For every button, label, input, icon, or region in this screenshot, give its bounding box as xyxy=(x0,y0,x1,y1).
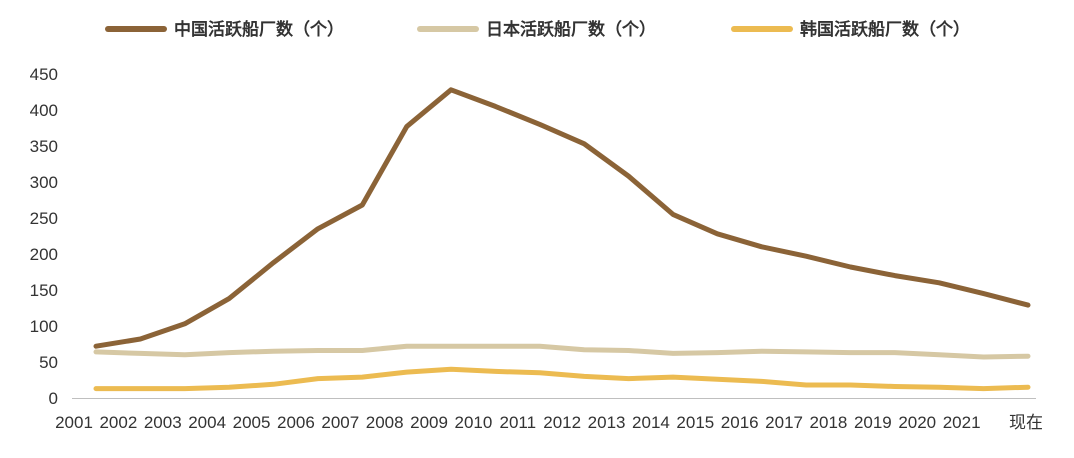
legend-label: 日本活跃船厂数（个） xyxy=(486,19,656,40)
x-tick-label: 2018 xyxy=(810,413,848,432)
x-tick-label: 2020 xyxy=(898,413,936,432)
x-tick-label: 2002 xyxy=(99,413,137,432)
legend-label: 中国活跃船厂数（个） xyxy=(174,19,344,40)
series-line-2 xyxy=(93,343,1031,360)
y-tick-label: 300 xyxy=(30,173,58,192)
x-tick-label: 2003 xyxy=(144,413,182,432)
x-tick-label: 2010 xyxy=(455,413,493,432)
y-tick-label: 400 xyxy=(30,101,58,120)
y-axis: 0 50 100 150 200 250 300 350 400 450 xyxy=(30,65,58,408)
y-tick-label: 0 xyxy=(49,389,58,408)
legend-label: 韩国活跃船厂数（个） xyxy=(800,19,970,40)
x-tick-label: 2005 xyxy=(233,413,271,432)
x-tick-label: 2012 xyxy=(543,413,581,432)
x-tick-label: 2017 xyxy=(765,413,803,432)
y-tick-label: 250 xyxy=(30,209,58,228)
x-tick-label: 2014 xyxy=(632,413,670,432)
series-line-1 xyxy=(93,87,1031,349)
x-tick-label: 2007 xyxy=(321,413,359,432)
y-tick-label: 50 xyxy=(39,353,58,372)
x-tick-label: 2021 xyxy=(943,413,981,432)
x-tick-label: 2004 xyxy=(188,413,226,432)
y-tick-label: 150 xyxy=(30,281,58,300)
series-line-3 xyxy=(93,366,1031,392)
y-tick-label: 350 xyxy=(30,137,58,156)
x-tick-label: 2011 xyxy=(500,413,537,432)
x-tick-label: 2006 xyxy=(277,413,315,432)
series-lines xyxy=(93,87,1031,392)
x-tick-label: 2009 xyxy=(410,413,448,432)
legend: 中国活跃船厂数（个） 日本活跃船厂数（个） 韩国活跃船厂数（个） xyxy=(105,19,970,40)
x-axis: 2001 2002 2003 2004 2005 2006 2007 2008 2009 2010… xyxy=(55,398,1043,432)
x-tick-label: 2008 xyxy=(366,413,404,432)
x-tick-label: 2013 xyxy=(588,413,626,432)
y-tick-label: 450 xyxy=(30,65,58,84)
x-tick-label: 2001 xyxy=(55,413,93,432)
x-tick-label: 2015 xyxy=(676,413,714,432)
x-tick-label: 2016 xyxy=(721,413,759,432)
x-tick-label: 2019 xyxy=(854,413,892,432)
x-tick-label: 现在 xyxy=(1009,413,1043,432)
y-tick-label: 200 xyxy=(30,245,58,264)
y-tick-label: 100 xyxy=(30,317,58,336)
